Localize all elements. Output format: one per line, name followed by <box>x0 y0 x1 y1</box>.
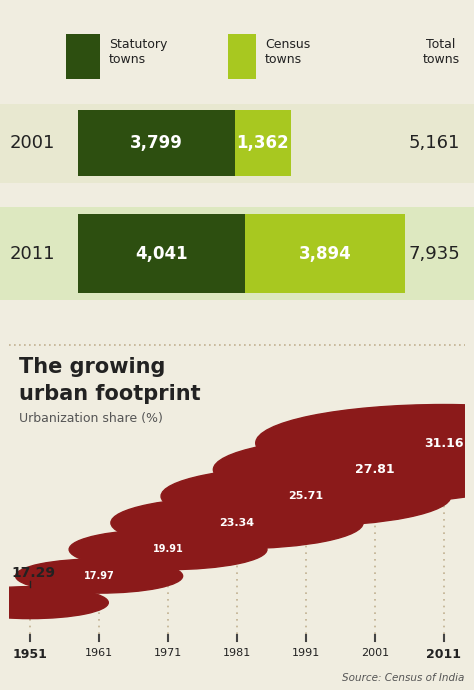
Text: 4,041: 4,041 <box>135 244 188 263</box>
Text: 2011: 2011 <box>426 648 461 661</box>
Text: 23.34: 23.34 <box>219 518 255 528</box>
Bar <box>235 110 291 176</box>
Text: 1981: 1981 <box>223 648 251 658</box>
Bar <box>245 214 405 293</box>
Circle shape <box>16 559 182 593</box>
Text: 1951: 1951 <box>13 648 47 661</box>
Circle shape <box>0 586 108 619</box>
Text: 1991: 1991 <box>292 648 320 658</box>
Bar <box>78 110 235 176</box>
Text: Statutory
towns: Statutory towns <box>109 38 167 66</box>
Circle shape <box>161 466 451 526</box>
Circle shape <box>111 497 363 549</box>
Text: Census
towns: Census towns <box>265 38 310 66</box>
Text: 31.16: 31.16 <box>424 437 464 450</box>
Text: 5,161: 5,161 <box>409 134 460 152</box>
Circle shape <box>256 404 474 482</box>
Text: 3,894: 3,894 <box>299 244 351 263</box>
Text: 1971: 1971 <box>154 648 182 658</box>
Circle shape <box>69 529 267 570</box>
Text: 3,799: 3,799 <box>130 134 183 152</box>
Text: 27.81: 27.81 <box>355 463 395 476</box>
Text: 17.97: 17.97 <box>84 571 115 581</box>
Text: 19.91: 19.91 <box>153 544 183 555</box>
Text: 7,935: 7,935 <box>408 244 460 263</box>
Bar <box>228 34 255 79</box>
Bar <box>0 207 474 300</box>
Text: urban footprint: urban footprint <box>19 384 201 404</box>
Text: 17.29: 17.29 <box>11 566 55 580</box>
Text: 1,362: 1,362 <box>237 134 289 152</box>
Text: 2001: 2001 <box>9 134 55 152</box>
Text: The growing: The growing <box>19 357 165 377</box>
Bar <box>78 214 245 293</box>
Circle shape <box>213 437 474 503</box>
Text: 25.71: 25.71 <box>288 491 324 501</box>
Text: Total
towns: Total towns <box>422 38 459 66</box>
Bar <box>0 104 474 183</box>
Text: Urbanization share (%): Urbanization share (%) <box>19 412 163 424</box>
Bar <box>66 34 100 79</box>
Text: 2001: 2001 <box>361 648 389 658</box>
Text: 1961: 1961 <box>85 648 113 658</box>
Text: Source: Census of India: Source: Census of India <box>342 673 465 683</box>
Text: 2011: 2011 <box>9 244 55 263</box>
